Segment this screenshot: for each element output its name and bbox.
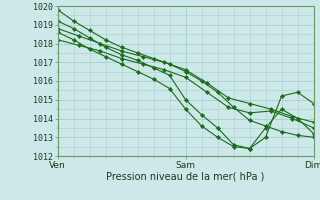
X-axis label: Pression niveau de la mer( hPa ): Pression niveau de la mer( hPa ) [107, 171, 265, 181]
